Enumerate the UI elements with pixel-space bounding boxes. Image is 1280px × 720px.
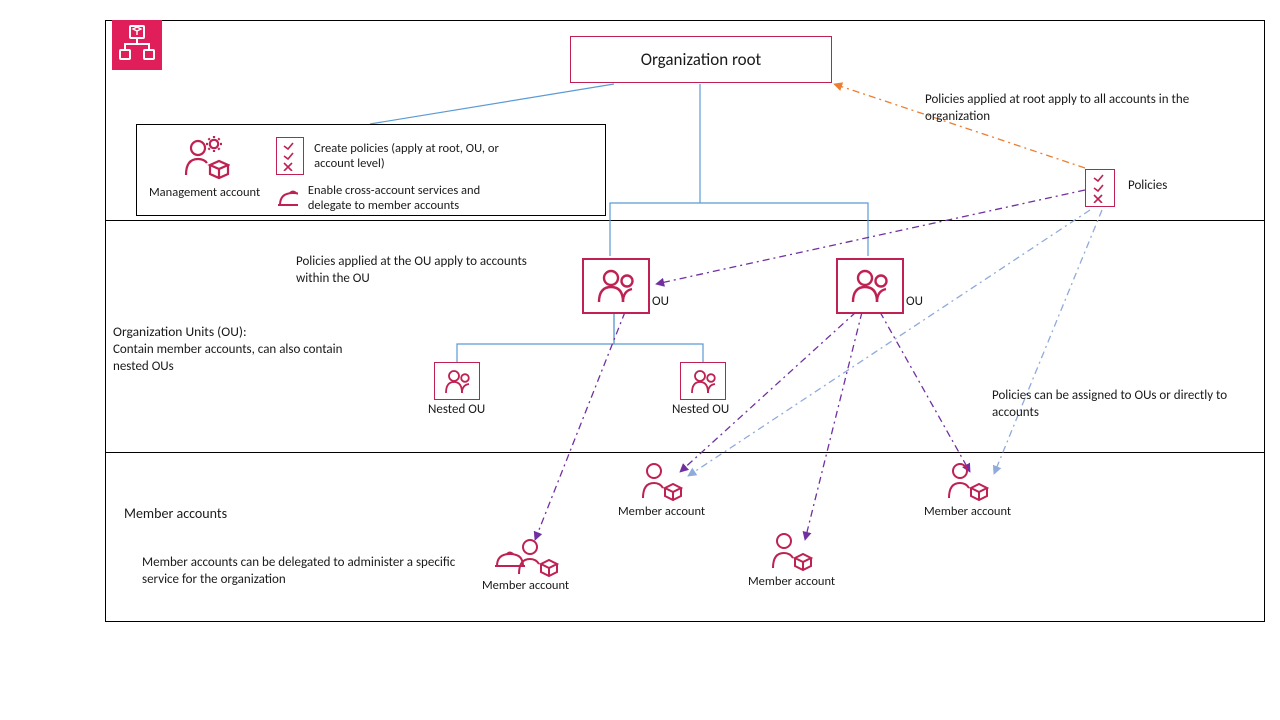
ou1-label: OU: [652, 294, 669, 311]
management-account-box: Management account Create policies (appl…: [136, 124, 606, 216]
ou-box-1: [582, 258, 650, 314]
mgmt-row-delegate: Enable cross-account services and delega…: [276, 183, 516, 213]
assign-note: Policies can be assigned to OUs or direc…: [992, 388, 1232, 422]
hat-icon: [276, 187, 298, 209]
mgmt-line2: Enable cross-account services and delega…: [308, 183, 516, 213]
ou2-label: OU: [906, 294, 923, 311]
section-divider-1: [105, 220, 1265, 221]
section-divider-2: [105, 452, 1265, 453]
member-2-label: Member account: [618, 504, 705, 519]
root-label: Organization root: [641, 49, 762, 70]
delegate-note: Member accounts can be delegated to admi…: [142, 555, 472, 589]
member-3-label: Member account: [748, 574, 835, 589]
ou-section-title: Organization Units (OU):: [113, 323, 247, 341]
organization-root: Organization root: [570, 36, 832, 83]
mgmt-row-policies: Create policies (apply at root, OU, or a…: [276, 137, 516, 175]
nested-ou2-label: Nested OU: [672, 402, 729, 419]
nested-ou-2: [680, 362, 726, 400]
member-icon: [945, 460, 991, 504]
member-section-title: Member accounts: [124, 505, 227, 523]
policies-icon: [1085, 169, 1115, 207]
management-account-icon: Management account: [149, 135, 260, 200]
member-icon: [493, 534, 559, 578]
root-policy-note: Policies applied at root apply to all ac…: [925, 92, 1225, 126]
policies-label: Policies: [1128, 178, 1167, 195]
mgmt-line1: Create policies (apply at root, OU, or a…: [314, 141, 516, 171]
member-4-label: Member account: [924, 504, 1011, 519]
policy-checklist-icon: [276, 137, 304, 175]
org-badge-icon: [112, 20, 162, 70]
ou-box-2: [836, 258, 904, 314]
nested-ou1-label: Nested OU: [428, 402, 485, 419]
member-account-1: Member account: [482, 534, 569, 593]
member-account-2: Member account: [618, 460, 705, 519]
management-account-title: Management account: [149, 185, 260, 200]
nested-ou-1: [434, 362, 480, 400]
ou-section-desc: Contain member accounts, can also contai…: [113, 342, 353, 376]
member-icon: [769, 530, 815, 574]
member-account-3: Member account: [748, 530, 835, 589]
member-icon: [639, 460, 685, 504]
ou-policy-note: Policies applied at the OU apply to acco…: [296, 254, 556, 288]
member-account-4: Member account: [924, 460, 1011, 519]
member-1-label: Member account: [482, 578, 569, 593]
